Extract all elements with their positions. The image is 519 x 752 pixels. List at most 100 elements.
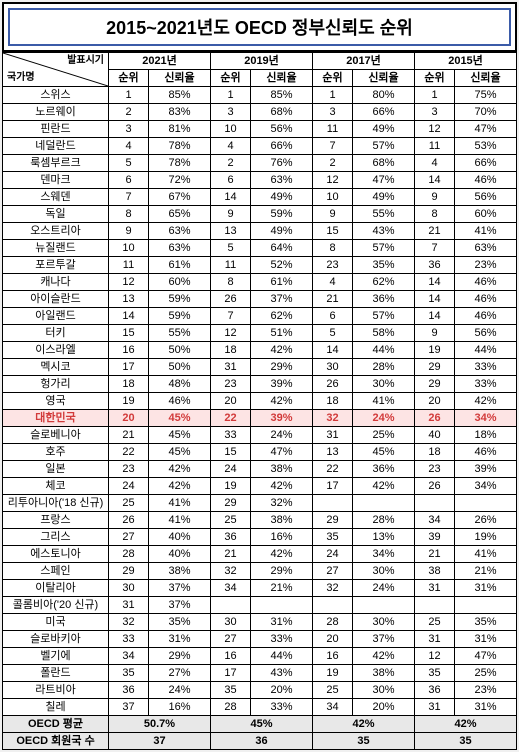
table-row: 이탈리아3037%3421%3224%3131% bbox=[3, 580, 517, 597]
trust-cell: 31% bbox=[455, 699, 517, 716]
table-row: 뉴질랜드1063%564%857%763% bbox=[3, 240, 517, 257]
year-header: 2019년 bbox=[211, 53, 313, 70]
trust-cell: 38% bbox=[353, 665, 415, 682]
rank-cell: 4 bbox=[415, 155, 455, 172]
country-cell: 슬로베니아 bbox=[3, 427, 109, 444]
avg-row: OECD 평균50.7%45%42%42% bbox=[3, 716, 517, 733]
country-cell: 체코 bbox=[3, 478, 109, 495]
count-value: 35 bbox=[313, 733, 415, 750]
rank-header: 순위 bbox=[313, 70, 353, 87]
trust-cell: 38% bbox=[251, 461, 313, 478]
trust-cell: 43% bbox=[251, 665, 313, 682]
rank-cell: 39 bbox=[415, 529, 455, 546]
rank-cell: 13 bbox=[211, 223, 251, 240]
country-cell: 영국 bbox=[3, 393, 109, 410]
rank-cell: 24 bbox=[211, 461, 251, 478]
trust-cell: 47% bbox=[251, 444, 313, 461]
trust-cell: 56% bbox=[455, 325, 517, 342]
corner-bottom-label: 국가명 bbox=[7, 71, 35, 85]
rank-cell: 18 bbox=[415, 444, 455, 461]
rank-cell: 29 bbox=[415, 376, 455, 393]
trust-cell: 46% bbox=[149, 393, 211, 410]
trust-cell: 49% bbox=[251, 223, 313, 240]
trust-cell: 35% bbox=[353, 257, 415, 274]
trust-cell: 66% bbox=[455, 155, 517, 172]
trust-cell: 41% bbox=[149, 495, 211, 512]
rank-cell: 1 bbox=[109, 87, 149, 104]
rank-cell: 7 bbox=[109, 189, 149, 206]
rank-cell: 32 bbox=[109, 614, 149, 631]
count-row: OECD 회원국 수37363535 bbox=[3, 733, 517, 750]
trust-cell: 23% bbox=[455, 682, 517, 699]
rank-cell: 14 bbox=[313, 342, 353, 359]
trust-cell: 31% bbox=[455, 631, 517, 648]
trust-cell: 38% bbox=[251, 512, 313, 529]
rank-cell: 9 bbox=[415, 189, 455, 206]
rank-cell: 5 bbox=[211, 240, 251, 257]
trust-cell: 37% bbox=[251, 291, 313, 308]
trust-cell: 41% bbox=[353, 393, 415, 410]
rank-cell: 8 bbox=[415, 206, 455, 223]
country-cell: 노르웨이 bbox=[3, 104, 109, 121]
trust-cell: 45% bbox=[149, 427, 211, 444]
rank-cell: 20 bbox=[415, 393, 455, 410]
trust-cell: 56% bbox=[251, 121, 313, 138]
rank-cell: 4 bbox=[313, 274, 353, 291]
trust-cell: 37% bbox=[149, 580, 211, 597]
trust-cell: 24% bbox=[149, 682, 211, 699]
trust-cell: 65% bbox=[149, 206, 211, 223]
rank-cell: 9 bbox=[415, 325, 455, 342]
table-row: 오스트리아963%1349%1543%2141% bbox=[3, 223, 517, 240]
country-cell: 오스트리아 bbox=[3, 223, 109, 240]
rank-cell: 23 bbox=[109, 461, 149, 478]
trust-cell: 68% bbox=[353, 155, 415, 172]
table-row: 포르투갈1161%1152%2335%3623% bbox=[3, 257, 517, 274]
rank-cell: 14 bbox=[415, 274, 455, 291]
avg-value: 45% bbox=[211, 716, 313, 733]
table-row: 슬로바키아3331%2733%2037%3131% bbox=[3, 631, 517, 648]
table-row: 콜롬비아('20 신규)3137% bbox=[3, 597, 517, 614]
title-outer-border: 2015~2021년도 OECD 정부신뢰도 순위 bbox=[2, 2, 517, 52]
rank-cell: 36 bbox=[211, 529, 251, 546]
rank-cell: 16 bbox=[109, 342, 149, 359]
trust-cell: 29% bbox=[251, 563, 313, 580]
trust-cell: 47% bbox=[455, 648, 517, 665]
rank-cell: 9 bbox=[109, 223, 149, 240]
rank-cell: 33 bbox=[211, 427, 251, 444]
country-cell: 독일 bbox=[3, 206, 109, 223]
count-value: 37 bbox=[109, 733, 211, 750]
country-cell: 포르투갈 bbox=[3, 257, 109, 274]
trust-cell: 32% bbox=[251, 495, 313, 512]
trust-cell: 43% bbox=[353, 223, 415, 240]
rank-cell: 17 bbox=[211, 665, 251, 682]
rank-cell: 23 bbox=[313, 257, 353, 274]
country-cell: 프랑스 bbox=[3, 512, 109, 529]
rank-cell: 21 bbox=[109, 427, 149, 444]
table-row: 칠레3716%2833%3420%3131% bbox=[3, 699, 517, 716]
rank-cell: 35 bbox=[313, 529, 353, 546]
rank-cell: 36 bbox=[415, 682, 455, 699]
trust-cell: 40% bbox=[149, 529, 211, 546]
rank-cell: 19 bbox=[211, 478, 251, 495]
trust-cell: 31% bbox=[455, 580, 517, 597]
rank-cell: 31 bbox=[415, 580, 455, 597]
rank-cell: 1 bbox=[313, 87, 353, 104]
trust-cell: 33% bbox=[251, 699, 313, 716]
rank-cell: 25 bbox=[313, 682, 353, 699]
rank-cell: 33 bbox=[109, 631, 149, 648]
table-row: 그리스2740%3616%3513%3919% bbox=[3, 529, 517, 546]
rank-cell: 19 bbox=[415, 342, 455, 359]
rank-cell: 11 bbox=[415, 138, 455, 155]
trust-cell: 30% bbox=[353, 563, 415, 580]
rank-cell: 21 bbox=[211, 546, 251, 563]
trust-cell: 68% bbox=[251, 104, 313, 121]
rank-cell: 13 bbox=[109, 291, 149, 308]
trust-cell: 50% bbox=[149, 342, 211, 359]
rank-cell: 34 bbox=[211, 580, 251, 597]
trust-cell: 35% bbox=[455, 614, 517, 631]
avg-value: 50.7% bbox=[109, 716, 211, 733]
rank-cell: 6 bbox=[211, 172, 251, 189]
trust-cell: 37% bbox=[353, 631, 415, 648]
country-cell: 일본 bbox=[3, 461, 109, 478]
rank-cell bbox=[313, 597, 353, 614]
